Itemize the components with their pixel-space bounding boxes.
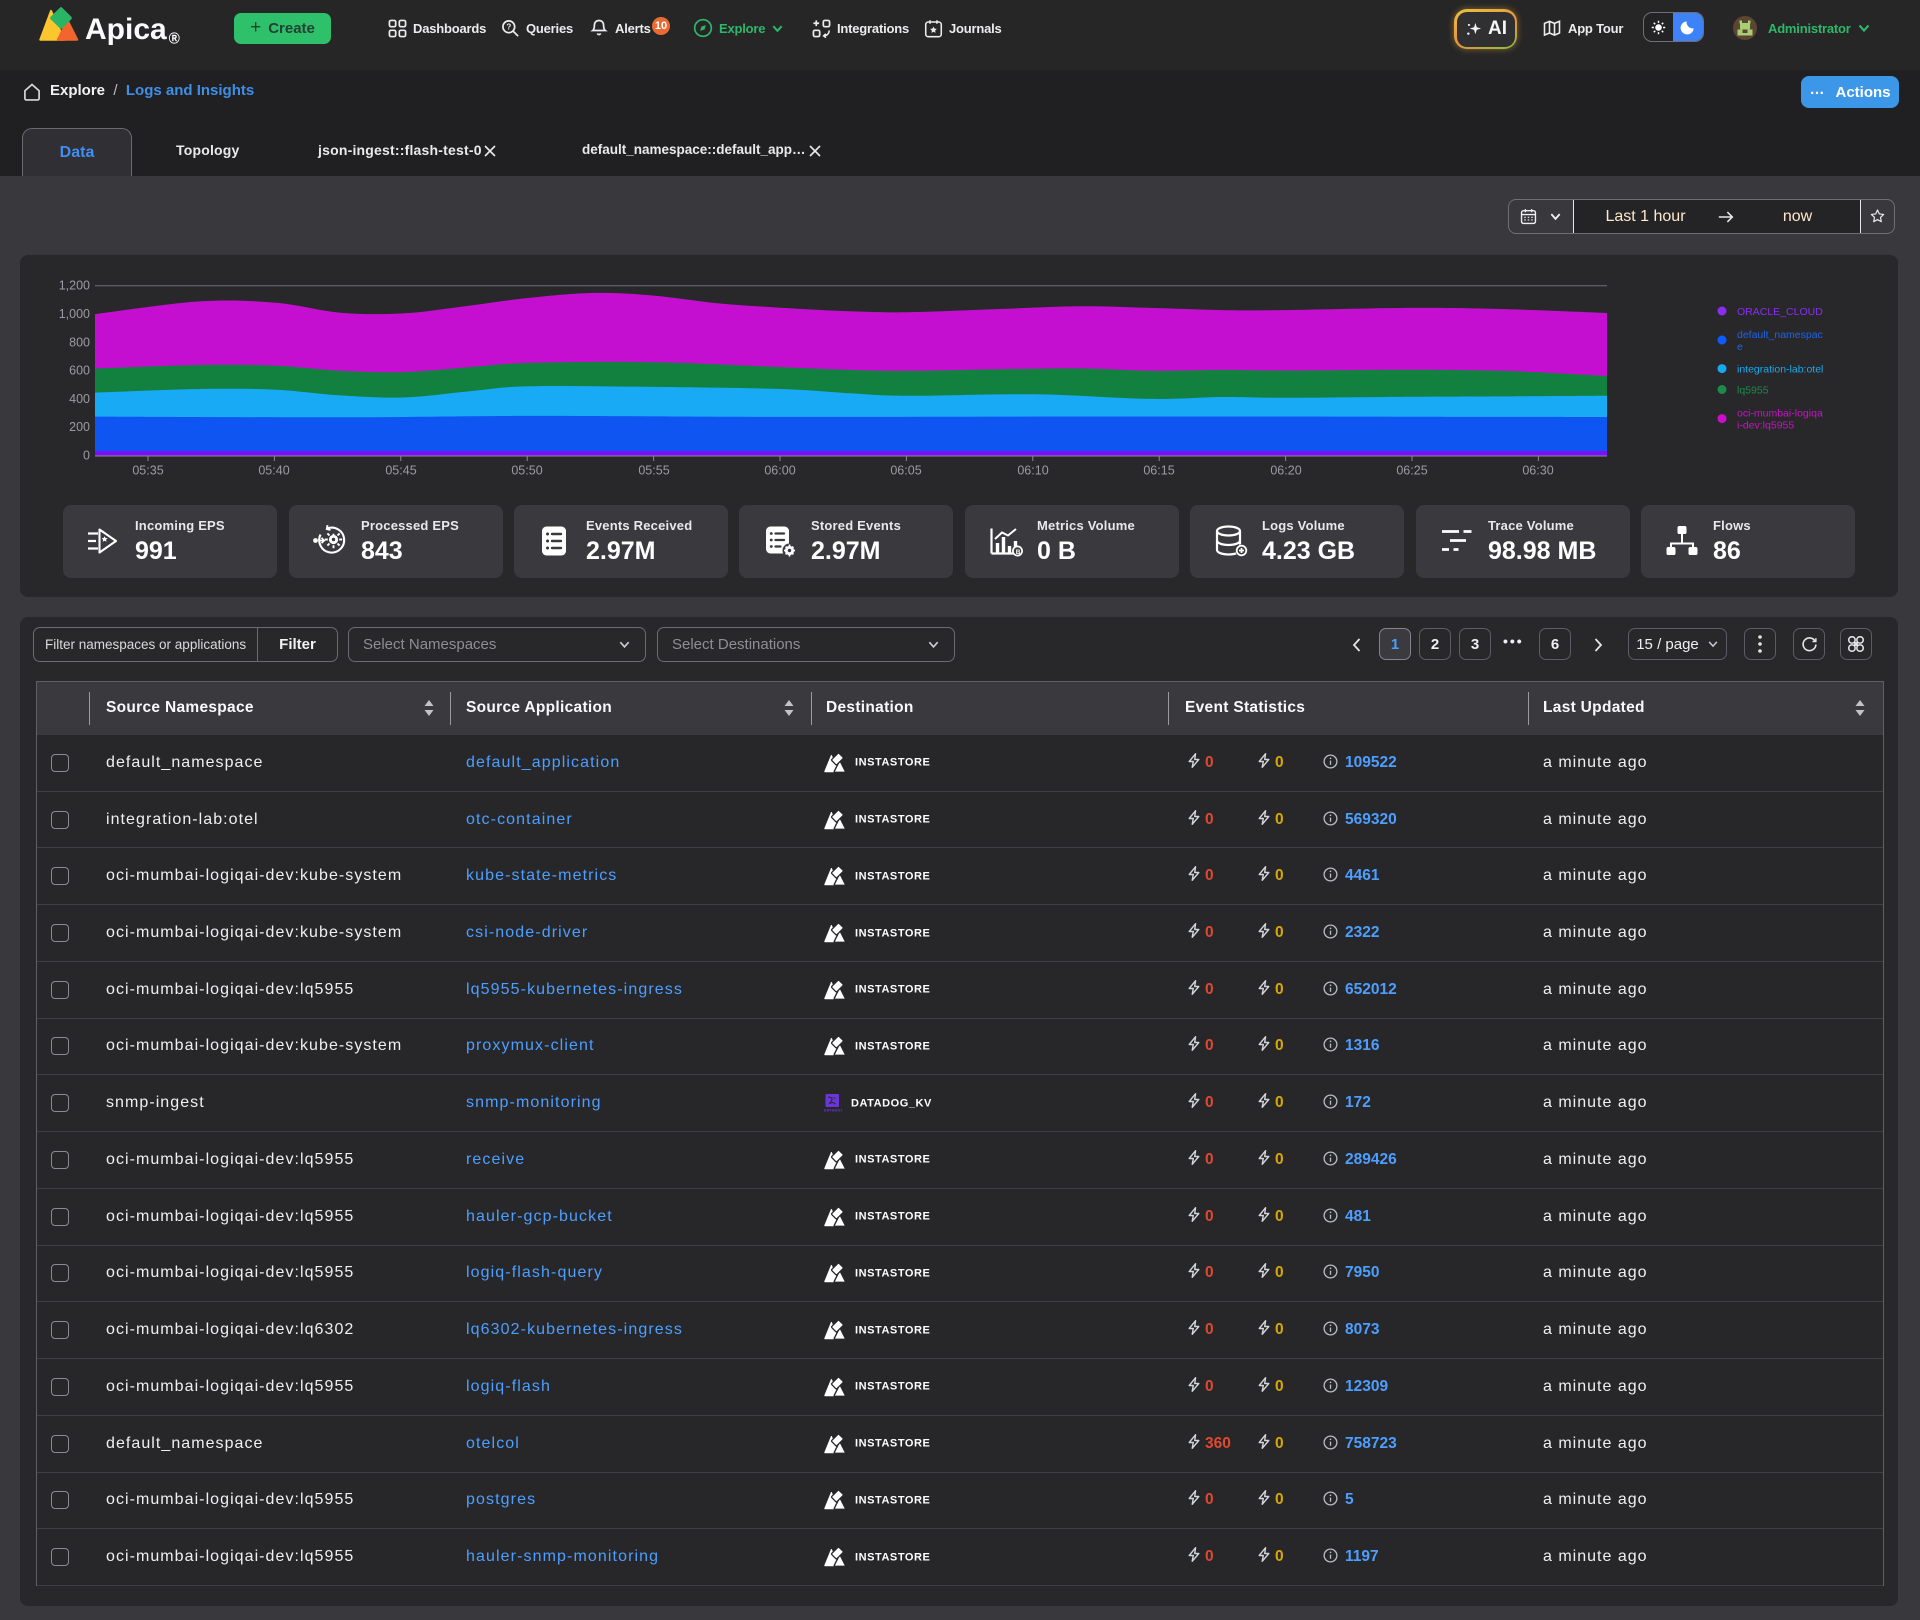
svg-text:06:30: 06:30 [1522, 464, 1553, 478]
svg-text:06:00: 06:00 [764, 464, 795, 478]
svg-text:i-dev:lq5955: i-dev:lq5955 [1737, 420, 1794, 432]
svg-text:600: 600 [69, 364, 90, 378]
svg-text:06:25: 06:25 [1396, 464, 1427, 478]
svg-text:05:50: 05:50 [511, 464, 542, 478]
svg-text:oci-mumbai-logiqa: oci-mumbai-logiqa [1737, 408, 1823, 420]
svg-text:DATADOG: DATADOG [824, 1109, 842, 1113]
svg-text:05:40: 05:40 [258, 464, 289, 478]
svg-text:e: e [1737, 341, 1743, 353]
svg-text:400: 400 [69, 392, 90, 406]
svg-text:06:05: 06:05 [890, 464, 921, 478]
svg-text:05:55: 05:55 [638, 464, 669, 478]
svg-text:1,000: 1,000 [59, 307, 90, 321]
svg-text:05:45: 05:45 [385, 464, 416, 478]
svg-text:default_namespac: default_namespac [1737, 329, 1823, 341]
svg-text:integration-lab:otel: integration-lab:otel [1737, 364, 1823, 376]
svg-text:1,200: 1,200 [59, 279, 90, 293]
svg-text:800: 800 [69, 335, 90, 349]
svg-text:06:20: 06:20 [1270, 464, 1301, 478]
svg-text:05:35: 05:35 [132, 464, 163, 478]
svg-text:06:15: 06:15 [1143, 464, 1174, 478]
svg-text:200: 200 [69, 420, 90, 434]
svg-text:06:10: 06:10 [1017, 464, 1048, 478]
svg-text:ORACLE_CLOUD: ORACLE_CLOUD [1737, 306, 1823, 318]
svg-text:?: ? [506, 22, 511, 31]
svg-text:B: B [1016, 549, 1021, 556]
svg-text:lq5955: lq5955 [1737, 385, 1769, 397]
svg-text:0: 0 [83, 449, 90, 463]
